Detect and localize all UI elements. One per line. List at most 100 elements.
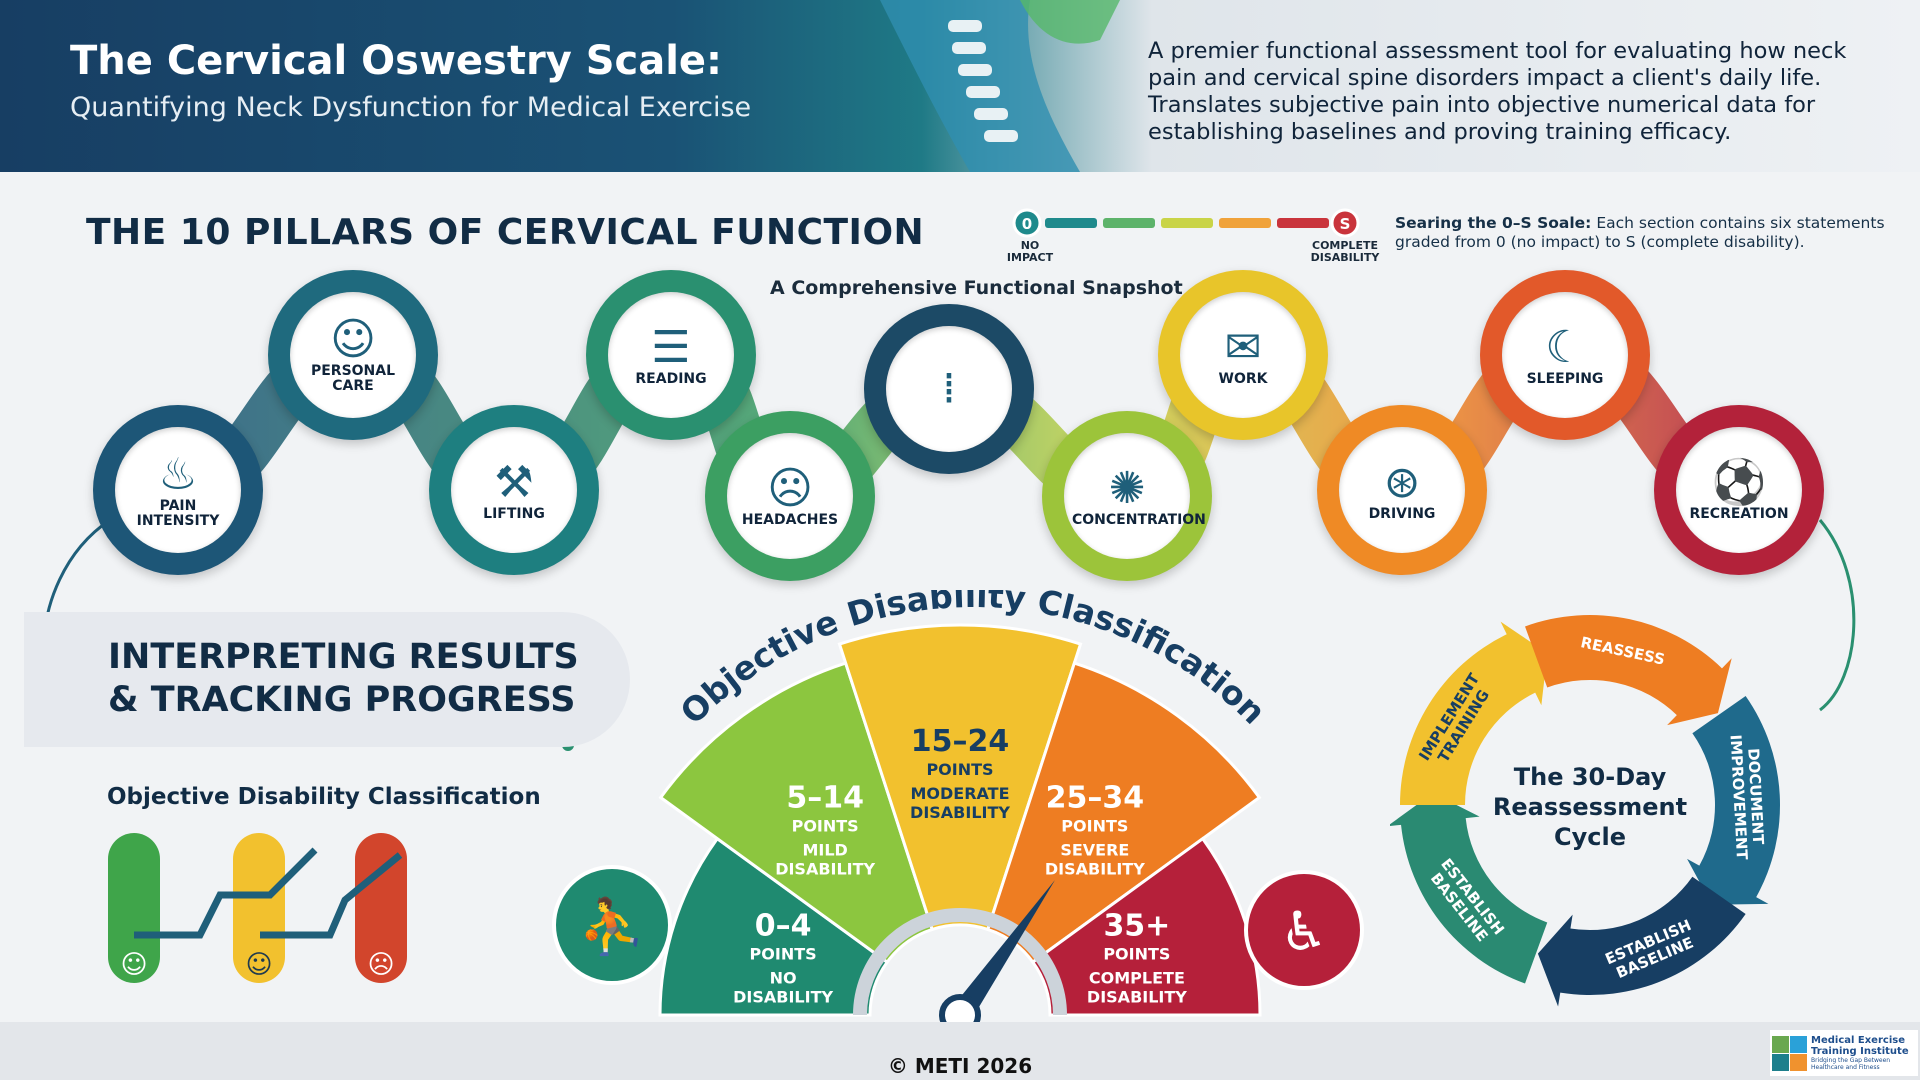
gauge-range: 15–24 xyxy=(911,724,1010,759)
scale-min-dot xyxy=(1012,208,1042,238)
pillar-label: READING xyxy=(635,370,707,387)
scale-segment xyxy=(1277,218,1329,228)
pillar-sleeping: ☾ SLEEPING xyxy=(1480,270,1650,440)
interpret-heading: INTERPRETING RESULTS & TRACKING PROGRESS xyxy=(108,636,579,722)
reassessment-cycle: ESTABLISHBASELINEIMPLEMENTTRAININGREASSE… xyxy=(1390,615,1780,1007)
scale-note-text: Each section contains six statements gra… xyxy=(1395,214,1885,251)
person-face-icon: ☺ xyxy=(245,950,272,980)
pillar-pain-intensity: ♨ PAIN INTENSITY xyxy=(93,405,263,575)
gauge-label: DISABILITY xyxy=(733,988,833,1007)
scale-segment xyxy=(1161,218,1213,228)
scale-min-label: NO IMPACT xyxy=(1006,239,1054,264)
gauge-unit: POINTS xyxy=(1061,816,1128,835)
cloud-moon-icon: ☾ xyxy=(1545,321,1585,373)
briefcase-desk-icon: ✉ xyxy=(1224,321,1262,373)
classification-subtitle: Objective Disability Classification xyxy=(107,784,541,810)
gauge-label: DISABILITY xyxy=(1087,988,1187,1007)
pillar-label: PERSONAL CARE xyxy=(310,363,396,394)
pillar-inner: ⚽ RECREATION xyxy=(1676,427,1802,553)
meti-logo: Medical Exercise Training Institute Bridg… xyxy=(1770,1030,1918,1076)
gauge-segment xyxy=(658,836,890,1017)
running-person-icon xyxy=(552,865,672,985)
scale-segment xyxy=(1103,218,1155,228)
gauge-range: 0–4 xyxy=(755,909,812,944)
pillar-work: ✉ WORK xyxy=(1158,270,1328,440)
gauge-range: 35+ xyxy=(1103,909,1170,944)
gauge-range: 5–14 xyxy=(786,780,864,815)
pillar-inner: ♨ PAIN INTENSITY xyxy=(115,427,241,553)
interpret-banner xyxy=(24,612,630,747)
pillar-label: WORK xyxy=(1218,370,1268,387)
logo-tagline: Bridging the Gap Between Healthcare and … xyxy=(1811,1057,1891,1071)
cycle-step-arrow xyxy=(1525,615,1732,726)
cycle-step-arrow xyxy=(1390,793,1548,984)
copyright: © METI 2026 xyxy=(887,1054,1033,1078)
pillar-label: CONCENTRATION xyxy=(1072,511,1206,528)
soccer-ball-icon: ⚽ xyxy=(1711,456,1767,508)
cycle-step-arrow xyxy=(1400,621,1548,805)
svg-text:⛹: ⛹ xyxy=(578,894,645,958)
disability-gauge: Objective Disability Classification 0–4P… xyxy=(552,590,1364,1030)
gauge-needle-hub xyxy=(939,994,981,1030)
page-title: The Cervical Oswestry Scale: xyxy=(70,38,723,84)
cycle-step-arrow xyxy=(1687,696,1780,905)
pillar-label: SLEEPING xyxy=(1526,370,1604,387)
pillar-inner: ✉ WORK xyxy=(1180,292,1306,418)
head-pulse-icon: ☹ xyxy=(767,462,813,514)
dumbbell-icon: ⚒ xyxy=(494,456,534,508)
interpret-line1: INTERPRETING RESULTS xyxy=(108,637,579,677)
logo-tiles xyxy=(1772,1035,1807,1071)
pillar-reading: ☰ READING xyxy=(586,270,756,440)
pillar-inner: ☹ HEADACHES xyxy=(727,433,853,559)
gauge-unit: POINTS xyxy=(926,760,993,779)
footer-band xyxy=(0,1022,1920,1080)
gauge-label: MODERATE xyxy=(910,784,1009,803)
gauge-segment xyxy=(985,661,1262,965)
pillar-personal-care: ☺ PERSONAL CARE xyxy=(268,270,438,440)
sad-face-icon: ☹ xyxy=(367,950,394,980)
logo-name: Medical Exercise Training Institute xyxy=(1811,1035,1909,1057)
pillar-concentration: ✺ CONCENTRATION xyxy=(1042,411,1212,581)
progress-bars-illustration: ☺ ☺ ☹ xyxy=(108,833,407,983)
progress-bar-yellow xyxy=(233,833,285,983)
elderly-person-icon xyxy=(1244,870,1364,990)
scale-segment xyxy=(1219,218,1271,228)
cycle-step-label: DOCUMENT xyxy=(1744,748,1767,846)
gauge-needle xyxy=(950,880,1055,1022)
flame-icon: ♨ xyxy=(158,449,198,500)
gauge-label: NO xyxy=(770,969,797,988)
gauge-range: 25–34 xyxy=(1046,780,1145,815)
progress-bar-green xyxy=(108,833,160,983)
smile-face-icon: ☺ xyxy=(120,950,147,980)
pillar-label: HEADACHES xyxy=(741,511,839,528)
gauge-unit: POINTS xyxy=(750,945,817,964)
pillar-inner: ⚒ LIFTING xyxy=(451,427,577,553)
pillar-inner: ☾ SLEEPING xyxy=(1502,292,1628,418)
scale-bar: 0 S xyxy=(1012,208,1360,238)
pillar-label: DRIVING xyxy=(1368,505,1436,522)
progress-bar-red xyxy=(355,833,407,983)
gauge-inner-ring xyxy=(853,908,1067,1016)
scale-min: 0 xyxy=(1022,215,1032,233)
pillar-inner: ✺ CONCENTRATION xyxy=(1064,433,1206,559)
pillars-title: THE 10 PILLARS OF CERVICAL FUNCTION xyxy=(86,212,925,253)
gauge-label: DISABILITY xyxy=(910,803,1010,822)
pillar-headaches: ☹ HEADACHES xyxy=(705,411,875,581)
cervical-spine-icon: ⁞ xyxy=(942,363,956,414)
gauge-label: SEVERE xyxy=(1060,840,1129,859)
gauge-label: DISABILITY xyxy=(1045,859,1145,878)
pillar-label: PAIN INTENSITY xyxy=(136,498,220,529)
scale-max-dot xyxy=(1330,208,1360,238)
pillar-spine: ⁞ xyxy=(864,304,1034,474)
scale-note-title: Searing the 0–S Soale: xyxy=(1395,214,1592,232)
scale-max-label: COMPLETE DISABILITY xyxy=(1310,239,1380,264)
pillar-inner: ☺ PERSONAL CARE xyxy=(290,292,416,418)
pillar-inner: ☰ READING xyxy=(608,292,734,418)
snapshot-subtitle: A Comprehensive Functional Snapshot xyxy=(770,277,1183,299)
gauge-segment xyxy=(837,623,1083,932)
pillar-inner: ⊛ DRIVING xyxy=(1339,427,1465,553)
gauge-segment xyxy=(658,661,935,965)
trend-arrow xyxy=(260,852,403,939)
neck-spine-illustration xyxy=(880,0,1120,172)
page-subtitle: Quantifying Neck Dysfunction for Medical… xyxy=(70,92,752,123)
